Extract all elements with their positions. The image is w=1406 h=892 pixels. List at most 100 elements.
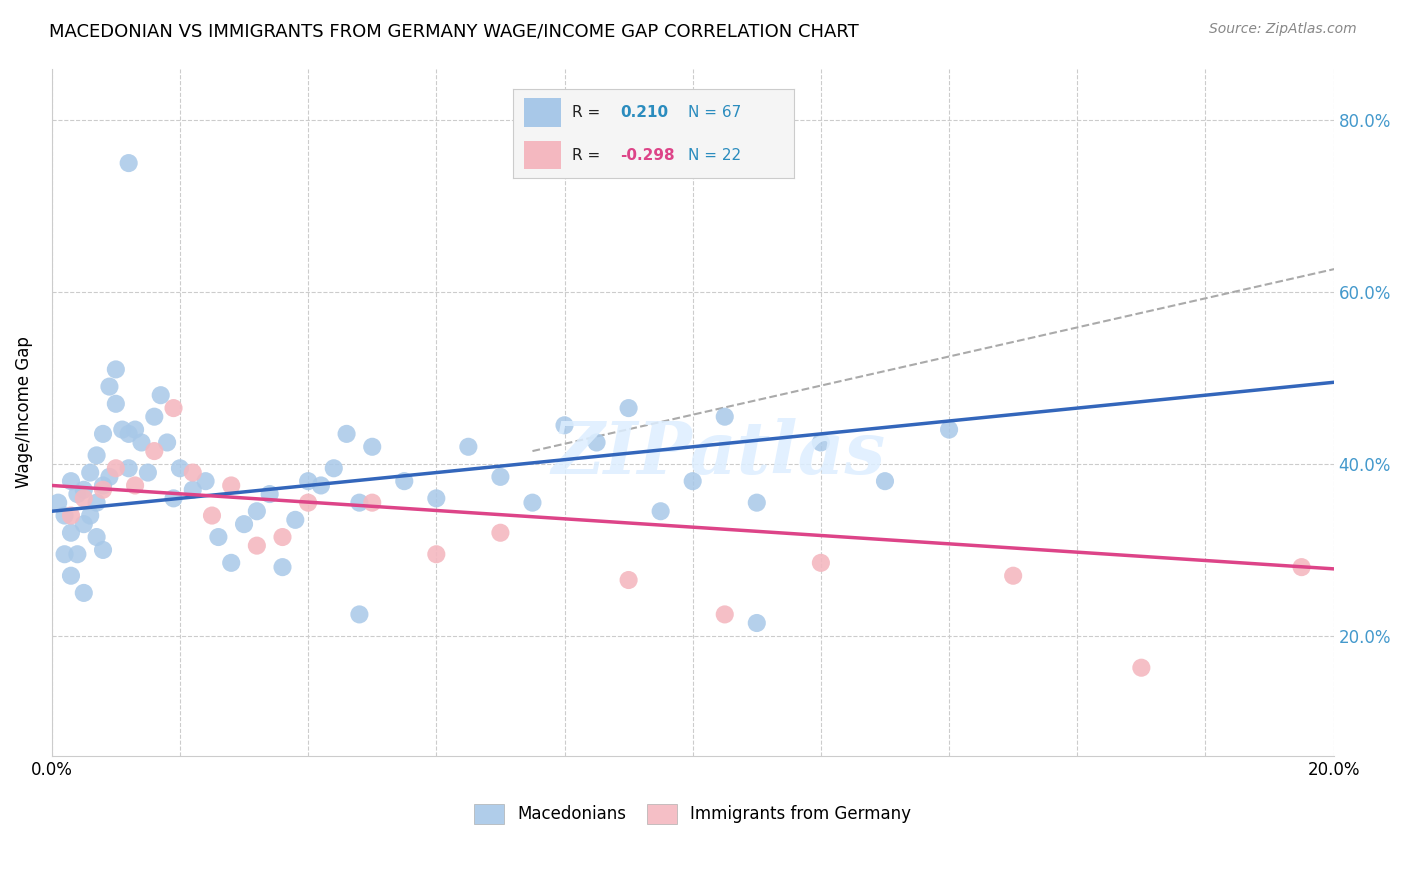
Point: [46, 496, 69, 510]
Text: MACEDONIAN VS IMMIGRANTS FROM GERMANY WAGE/INCOME GAP CORRELATION CHART: MACEDONIAN VS IMMIGRANTS FROM GERMANY WA…: [49, 22, 859, 40]
Point: [143, 409, 166, 424]
Point: [309, 478, 332, 492]
Point: [1291, 560, 1313, 574]
Point: [246, 504, 269, 518]
Point: [745, 496, 768, 510]
Point: [136, 466, 159, 480]
Point: [617, 401, 640, 416]
Point: [143, 444, 166, 458]
Text: N = 67: N = 67: [688, 105, 741, 120]
Point: [181, 466, 204, 480]
Point: [111, 423, 134, 437]
Text: R =: R =: [572, 148, 600, 162]
Point: [349, 496, 371, 510]
Point: [59, 508, 82, 523]
Point: [259, 487, 281, 501]
Point: [118, 461, 141, 475]
Point: [271, 560, 294, 574]
Point: [53, 508, 76, 523]
Point: [873, 474, 896, 488]
Point: [284, 513, 307, 527]
Point: [361, 496, 384, 510]
Point: [86, 530, 108, 544]
Point: [86, 449, 108, 463]
Point: [59, 525, 82, 540]
Point: [219, 478, 242, 492]
Point: [86, 496, 108, 510]
Point: [66, 547, 89, 561]
Point: [104, 362, 127, 376]
Point: [91, 478, 114, 492]
Point: [713, 409, 735, 424]
Text: -0.298: -0.298: [620, 148, 675, 162]
Text: 0.210: 0.210: [620, 105, 668, 120]
Point: [91, 426, 114, 441]
Text: N = 22: N = 22: [688, 148, 741, 162]
Point: [489, 470, 512, 484]
Point: [131, 435, 153, 450]
Legend: Macedonians, Immigrants from Germany: Macedonians, Immigrants from Germany: [474, 805, 911, 823]
Point: [233, 517, 256, 532]
Point: [91, 483, 114, 497]
Point: [682, 474, 704, 488]
Point: [73, 517, 96, 532]
Point: [1130, 661, 1153, 675]
Point: [118, 426, 141, 441]
Point: [162, 401, 184, 416]
Point: [104, 461, 127, 475]
Point: [336, 426, 359, 441]
Text: R =: R =: [572, 105, 600, 120]
Point: [66, 487, 89, 501]
Bar: [524, 141, 561, 169]
Point: [219, 556, 242, 570]
Point: [745, 615, 768, 630]
Point: [79, 508, 101, 523]
Point: [156, 435, 179, 450]
Point: [207, 530, 229, 544]
Point: [322, 461, 344, 475]
Point: [938, 423, 960, 437]
Text: Source: ZipAtlas.com: Source: ZipAtlas.com: [1209, 22, 1357, 37]
Point: [617, 573, 640, 587]
Point: [810, 556, 832, 570]
Point: [297, 474, 319, 488]
Point: [124, 423, 146, 437]
Point: [425, 547, 447, 561]
Point: [522, 496, 544, 510]
Point: [104, 397, 127, 411]
Point: [181, 483, 204, 497]
Point: [98, 470, 121, 484]
Point: [73, 483, 96, 497]
Point: [53, 547, 76, 561]
Point: [73, 586, 96, 600]
Point: [59, 474, 82, 488]
Bar: [524, 98, 561, 127]
Point: [425, 491, 447, 506]
Point: [1002, 568, 1025, 582]
Point: [201, 508, 224, 523]
Point: [489, 525, 512, 540]
Point: [246, 539, 269, 553]
Point: [124, 478, 146, 492]
Point: [650, 504, 672, 518]
Point: [553, 418, 575, 433]
Point: [79, 466, 101, 480]
Point: [271, 530, 294, 544]
Point: [194, 474, 217, 488]
Point: [59, 568, 82, 582]
Point: [349, 607, 371, 622]
Point: [169, 461, 191, 475]
Point: [810, 435, 832, 450]
Point: [73, 491, 96, 506]
Text: ZIPatlas: ZIPatlas: [551, 418, 886, 489]
Point: [118, 156, 141, 170]
Point: [149, 388, 172, 402]
Point: [162, 491, 184, 506]
Point: [98, 379, 121, 393]
Point: [361, 440, 384, 454]
Point: [91, 543, 114, 558]
Point: [457, 440, 479, 454]
Point: [394, 474, 416, 488]
Point: [713, 607, 735, 622]
Point: [585, 435, 607, 450]
